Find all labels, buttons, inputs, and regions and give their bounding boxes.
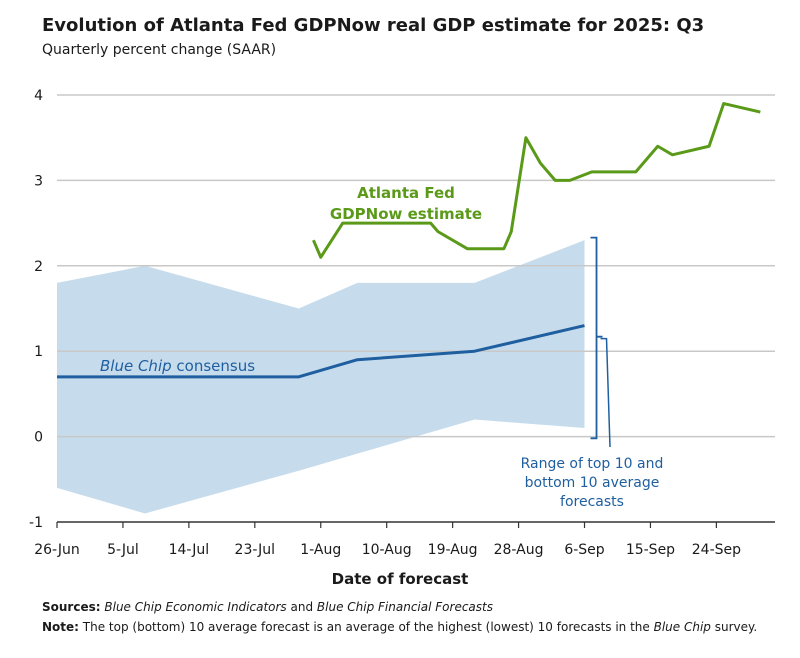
x-tick-label: 19-Aug <box>428 542 478 558</box>
sources-conjunction: and <box>286 600 317 614</box>
x-axis-label: Date of forecast <box>331 570 469 588</box>
x-tick-label: 24-Sep <box>692 542 741 558</box>
x-tick-label: 15-Sep <box>626 542 675 558</box>
blue-chip-series-label: Blue Chip consensus <box>100 357 255 375</box>
y-tick-label: 3 <box>34 173 43 189</box>
gdpnow-line <box>312 102 761 259</box>
chart-title: Evolution of Atlanta Fed GDPNow real GDP… <box>42 15 705 36</box>
sources-label: Sources: <box>42 600 101 614</box>
forecast-range-band <box>57 240 585 514</box>
note-line: Note: The top (bottom) 10 average foreca… <box>42 620 757 634</box>
note-italic: Blue Chip <box>653 620 711 634</box>
range-annotation-label: bottom 10 average <box>525 475 660 491</box>
x-tick-label: 26-Jun <box>34 542 80 558</box>
y-tick-label: -1 <box>29 515 43 531</box>
note-end: survey. <box>710 620 758 634</box>
note-text: The top (bottom) 10 average forecast is … <box>78 620 654 634</box>
x-tick-label: 28-Aug <box>494 542 544 558</box>
sources-title-1: Blue Chip Economic Indicators <box>104 600 287 614</box>
y-tick-label: 1 <box>34 344 43 360</box>
x-tick-label: 14-Jul <box>169 542 210 558</box>
note-label: Note: <box>42 620 79 634</box>
range-bracket <box>590 236 603 440</box>
x-tick-label: 23-Jul <box>235 542 276 558</box>
y-tick-label: 0 <box>34 430 43 446</box>
range-annotation-label: Range of top 10 and <box>521 456 664 472</box>
x-tick-label: 1-Aug <box>300 542 341 558</box>
y-tick-label: 2 <box>34 259 43 275</box>
sources-line: Sources: Blue Chip Economic Indicators a… <box>42 600 493 614</box>
range-leader-line <box>600 337 611 448</box>
chart-subtitle: Quarterly percent change (SAAR) <box>42 42 277 58</box>
sources-title-2: Blue Chip Financial Forecasts <box>316 600 493 614</box>
x-tick-label: 5-Jul <box>107 542 139 558</box>
y-tick-label: 4 <box>34 88 43 104</box>
gdpnow-series-label: GDPNow estimate <box>330 205 482 223</box>
gdpnow-series-label: Atlanta Fed <box>357 184 455 202</box>
range-annotation-label: forecasts <box>560 494 624 510</box>
blue-chip-consensus-line <box>57 324 585 379</box>
x-tick-label: 6-Sep <box>564 542 604 558</box>
x-tick-label: 10-Aug <box>362 542 412 558</box>
